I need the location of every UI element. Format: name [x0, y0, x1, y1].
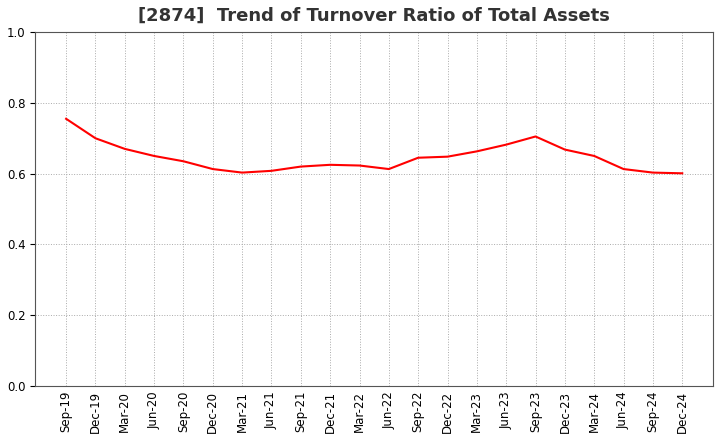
Title: [2874]  Trend of Turnover Ratio of Total Assets: [2874] Trend of Turnover Ratio of Total … [138, 7, 610, 25]
